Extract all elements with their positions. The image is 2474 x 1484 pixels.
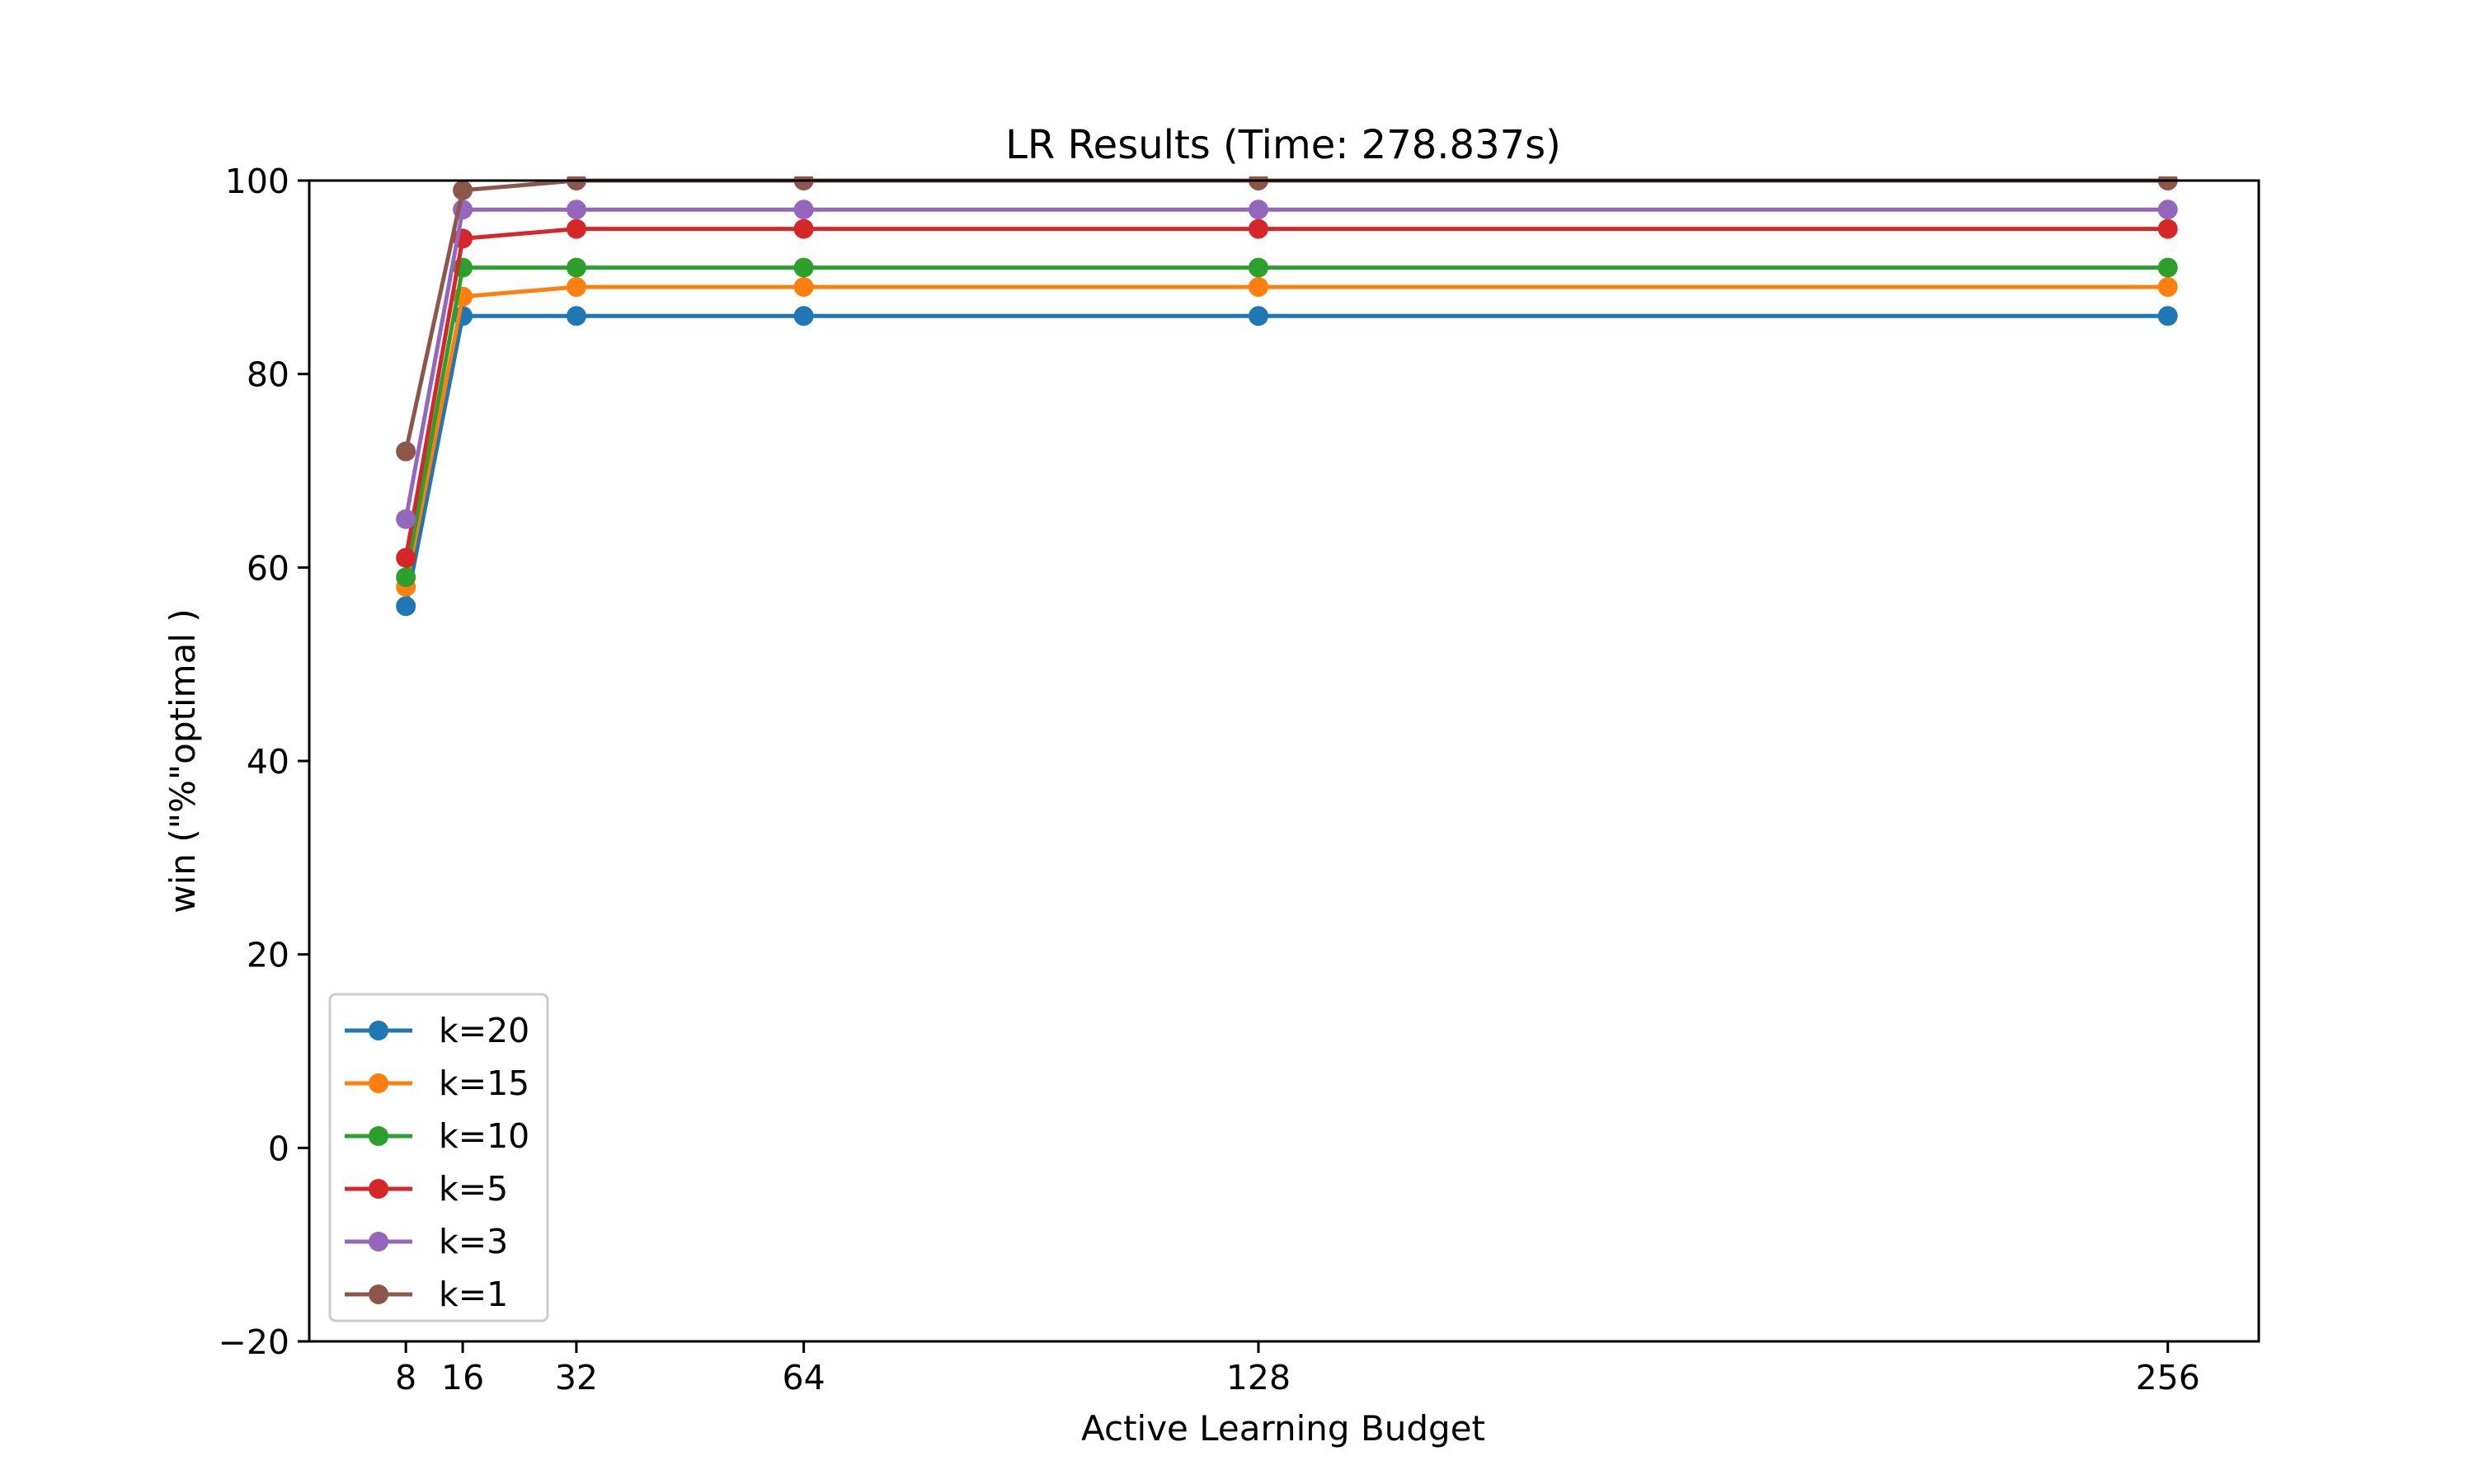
x-tick-label: 32 [555,1358,598,1397]
series-line [403,265,2168,578]
legend-item: k=1 [345,1275,508,1314]
legend-item: k=10 [345,1116,529,1156]
legend-marker [369,1126,388,1146]
chart-title: LR Results (Time: 278.837s) [1005,122,1561,168]
legend-item: k=3 [345,1222,508,1261]
legend: k=20 k=15 k=10 k=5 k=3 k=1 [328,993,549,1322]
y-tick-label: 20 [247,936,289,975]
data-point [793,306,814,326]
x-axis: 8 16 32 64 128 256 [395,1341,2200,1397]
data-point [566,257,586,278]
data-point [1248,257,1268,278]
data-point [396,547,416,568]
legend-marker [369,1284,388,1304]
legend-item: k=15 [345,1064,529,1103]
data-point [566,277,586,298]
x-tick-label: 16 [441,1358,484,1397]
data-point [396,441,416,462]
series-line [403,207,2168,520]
legend-label: k=5 [439,1169,508,1209]
data-point [2157,218,2178,239]
y-tick-label: 80 [247,355,289,395]
legend-label: k=3 [439,1222,508,1261]
data-point [396,596,416,617]
y-tick-label: 0 [268,1129,289,1168]
legend-label: k=15 [439,1064,529,1103]
x-axis-label: Active Learning Budget [1081,1408,1485,1449]
legend-marker [369,1179,388,1199]
series-k-3 [396,200,2178,529]
data-point [1248,277,1268,298]
y-tick-label: 40 [247,742,289,782]
legend-marker [369,1021,388,1040]
data-point [2157,257,2178,278]
x-tick-label: 256 [2136,1358,2200,1397]
series-line [403,313,2168,607]
y-tick-label: 60 [247,548,289,588]
series-k-5 [396,218,2178,568]
data-point [2157,277,2178,298]
legend-item: k=5 [345,1169,508,1209]
series-line [403,227,2168,559]
data-point [1248,306,1268,326]
x-tick-label: 128 [1226,1358,1291,1397]
x-tick-label: 64 [783,1358,825,1397]
series-line [403,284,2168,588]
legend-marker [369,1073,388,1093]
legend-marker [369,1232,388,1252]
data-point [2157,200,2178,220]
data-point [1248,200,1268,220]
y-axis-label: win ("%"optimal ) [162,608,203,913]
data-point [793,277,814,298]
series-k-20 [396,306,2178,617]
data-point [396,509,416,529]
data-point [566,218,586,239]
data-point [396,567,416,588]
legend-label: k=20 [439,1011,529,1050]
data-point [566,200,586,220]
y-tick-label: 100 [225,162,289,201]
data-point [793,218,814,239]
legend-label: k=1 [439,1275,508,1314]
x-tick-label: 8 [395,1358,416,1397]
data-point [566,306,586,326]
y-tick-label: −20 [218,1322,289,1362]
data-point [1248,218,1268,239]
y-axis: −20 0 20 40 60 80 100 [218,162,309,1362]
data-point [2157,306,2178,326]
legend-item: k=20 [345,1011,529,1050]
data-point [793,257,814,278]
series-layer [396,176,2178,617]
data-point [793,200,814,220]
legend-label: k=10 [439,1116,529,1156]
data-point [453,180,473,200]
series-k-15 [396,277,2178,597]
